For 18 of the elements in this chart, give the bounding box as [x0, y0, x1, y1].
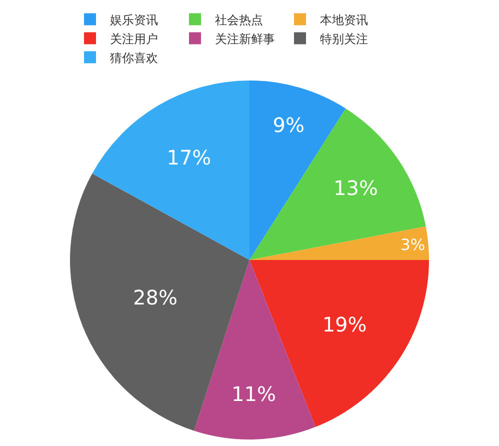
legend-label: 特别关注: [320, 32, 368, 46]
pie-slice: [92, 80, 250, 260]
data-label: 11%: [231, 382, 276, 406]
data-label: 3%: [400, 236, 426, 254]
data-label: 9%: [272, 113, 305, 138]
legend-label: 关注用户: [110, 32, 158, 46]
pie-slice: [250, 108, 426, 260]
legend-label: 猜你喜欢: [110, 50, 158, 65]
data-label: 19%: [322, 312, 367, 337]
data-label: 13%: [334, 176, 378, 200]
legend-label: 本地资讯: [320, 12, 368, 27]
legend-label: 娱乐资讯: [110, 12, 158, 27]
legend-label: 社会热点: [215, 12, 263, 27]
legend-label: 关注新鲜事: [215, 32, 275, 46]
pie-slice: [194, 260, 316, 440]
pie-slice: [250, 226, 429, 260]
data-label: 28%: [133, 285, 178, 310]
data-label: 17%: [166, 146, 212, 170]
